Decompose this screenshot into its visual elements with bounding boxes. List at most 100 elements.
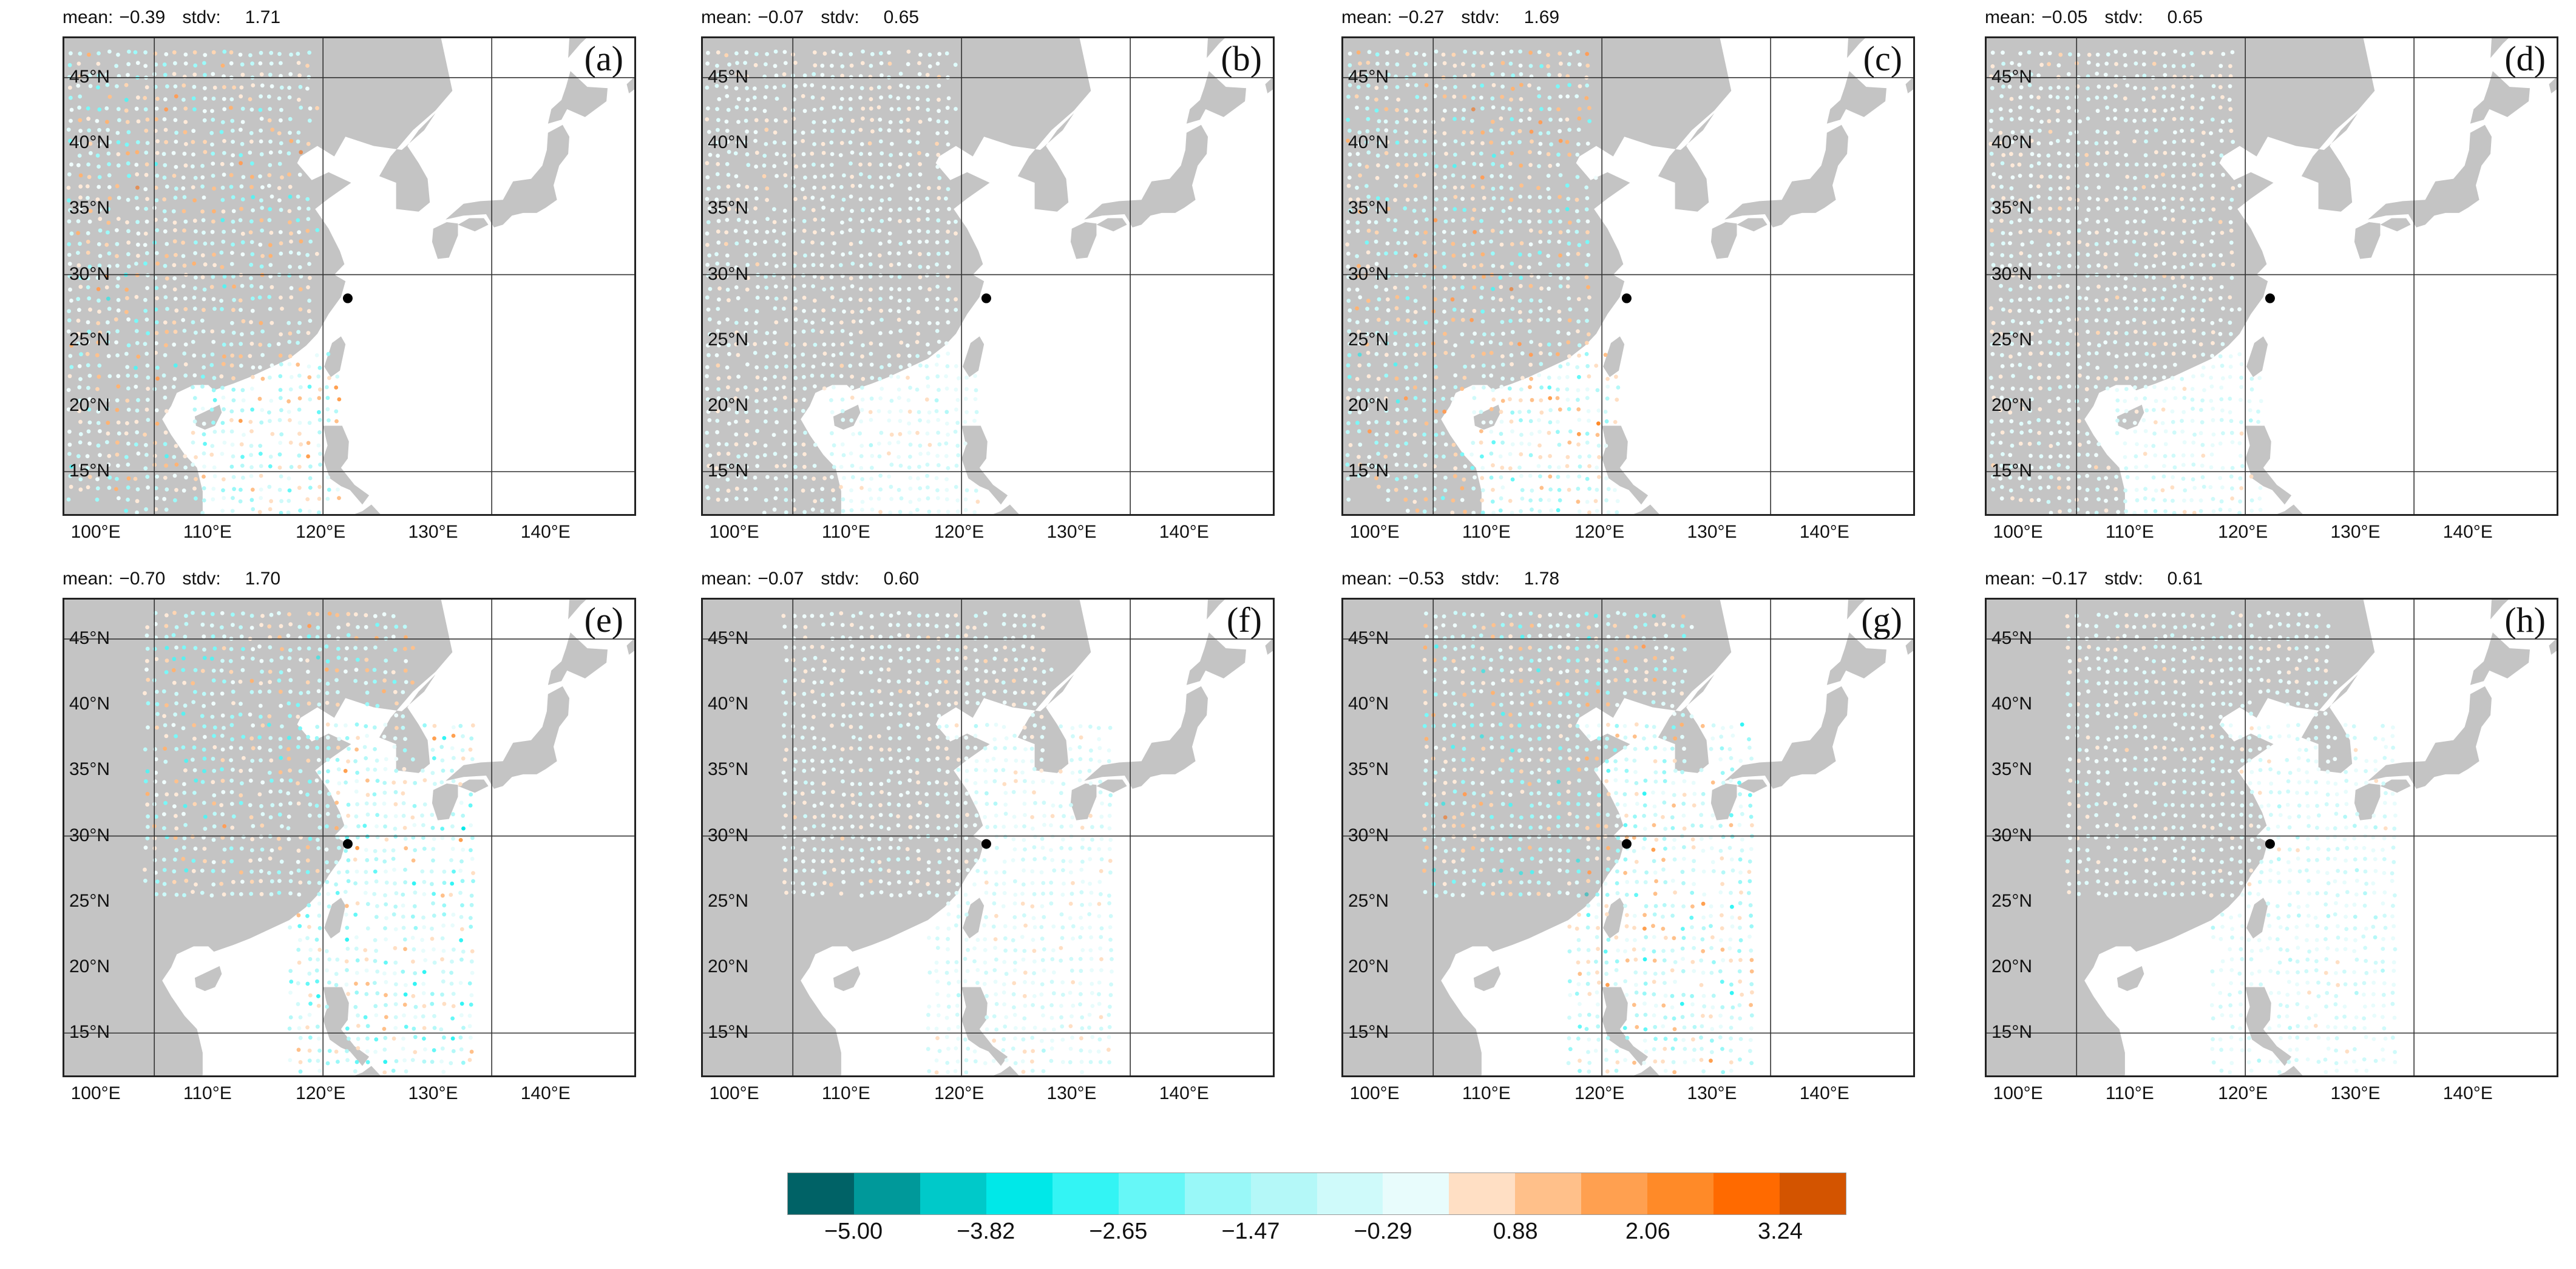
obs-point [2220, 197, 2225, 201]
obs-point [1539, 286, 1544, 291]
obs-point [889, 432, 894, 437]
obs-point [220, 385, 225, 390]
obs-point [1366, 362, 1371, 367]
obs-point [76, 251, 80, 255]
obs-point [2237, 510, 2242, 514]
obs-point [801, 489, 805, 493]
obs-point [2152, 286, 2157, 291]
obs-point [1577, 418, 1582, 422]
obs-point [307, 375, 312, 380]
obs-point [870, 118, 874, 123]
obs-point [164, 463, 168, 468]
obs-point [784, 184, 788, 188]
obs-point [1348, 197, 1353, 202]
obs-point [240, 197, 245, 201]
obs-point [781, 306, 786, 311]
obs-point [307, 880, 311, 885]
obs-point [164, 140, 168, 144]
obs-point [68, 95, 73, 100]
obs-point [229, 859, 234, 864]
obs-point [2038, 475, 2042, 480]
obs-point [725, 317, 730, 322]
obs-point [2058, 297, 2062, 302]
obs-point [146, 375, 151, 380]
map-canvas-d [1987, 38, 2557, 514]
obs-point [812, 107, 817, 112]
obs-point [2009, 117, 2014, 122]
obs-point [194, 240, 198, 245]
obs-point [410, 1058, 415, 1062]
obs-point [324, 847, 329, 852]
obs-point [781, 231, 786, 235]
obs-point [67, 429, 72, 434]
obs-point [2134, 454, 2138, 459]
obs-point [727, 407, 731, 411]
obs-point [191, 440, 195, 445]
obs-point [773, 407, 778, 412]
obs-point [241, 475, 245, 480]
obs-point [1358, 209, 1362, 214]
obs-point [374, 879, 379, 884]
obs-point [765, 296, 770, 300]
obs-point [915, 197, 920, 202]
obs-point [2161, 172, 2165, 177]
obs-point [68, 287, 72, 292]
obs-point [2134, 306, 2138, 311]
obs-point [735, 140, 740, 145]
obs-point [2030, 152, 2035, 157]
obs-point [918, 418, 922, 422]
obs-point [1586, 285, 1590, 289]
obs-point [2096, 84, 2101, 89]
obs-point [880, 218, 884, 223]
obs-point [162, 117, 167, 121]
latitude-label: 20°N [69, 395, 110, 416]
obs-point [2105, 105, 2109, 110]
obs-point [2058, 408, 2062, 413]
obs-point [1403, 265, 1408, 269]
obs-point [937, 442, 942, 447]
obs-point [219, 250, 224, 255]
obs-point [1518, 252, 1522, 257]
obs-point [1989, 128, 1993, 132]
obs-point [278, 353, 283, 358]
obs-point [1556, 330, 1561, 334]
obs-point [1431, 285, 1436, 290]
obs-point [2192, 240, 2197, 245]
obs-point [906, 85, 910, 89]
obs-point [104, 106, 109, 110]
obs-point [1375, 398, 1380, 402]
obs-point [440, 936, 445, 941]
obs-point [89, 151, 93, 155]
obs-point [259, 218, 264, 223]
obs-point [1990, 206, 1995, 211]
obs-point [202, 747, 206, 752]
obs-point [2113, 49, 2118, 54]
obs-point [1489, 239, 1493, 244]
obs-point [2134, 376, 2138, 381]
obs-point [2124, 195, 2128, 200]
obs-point [1480, 319, 1485, 324]
obs-point [830, 251, 835, 255]
graticule [1343, 38, 1913, 514]
obs-point [249, 283, 254, 288]
obs-point [850, 183, 855, 188]
obs-point [897, 275, 902, 279]
obs-point [173, 228, 177, 232]
obs-point [944, 497, 949, 502]
obs-point [404, 1024, 408, 1029]
obs-point [248, 858, 253, 863]
obs-point [1450, 396, 1455, 401]
obs-point [268, 375, 272, 380]
obs-point [2249, 498, 2254, 503]
obs-point [2095, 95, 2100, 100]
obs-point [1403, 109, 1408, 113]
obs-point [1577, 374, 1581, 379]
obs-point [705, 263, 710, 267]
obs-point [1596, 408, 1601, 413]
obs-point [793, 442, 798, 446]
obs-point [403, 992, 408, 997]
obs-point [163, 385, 168, 390]
obs-point [2142, 73, 2147, 78]
obs-point [384, 869, 388, 874]
obs-point [116, 276, 121, 281]
